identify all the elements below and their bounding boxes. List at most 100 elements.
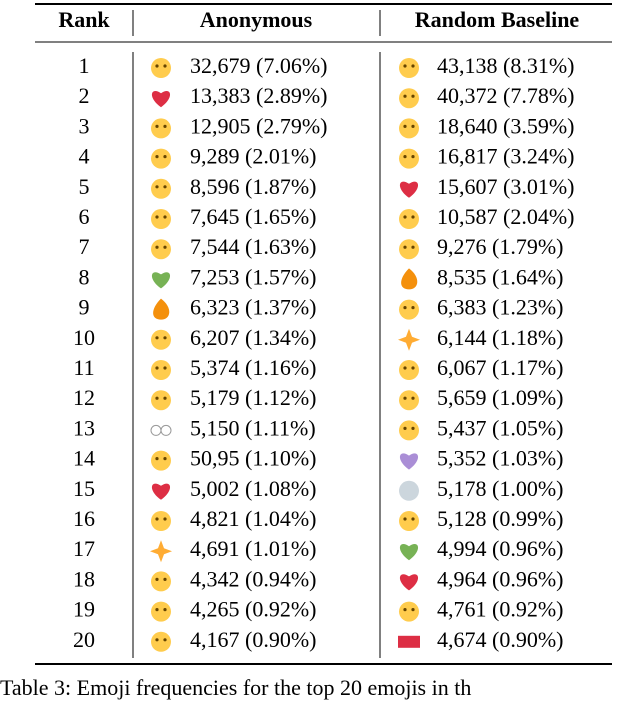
emoji-icon: [403, 64, 407, 68]
anonymous-cell: 4,167 (0.90%): [190, 627, 316, 652]
emoji-icon: [151, 631, 171, 652]
rank-cell: 10: [73, 325, 95, 350]
emoji-icon: [401, 268, 418, 290]
random-baseline-cell: 40,372 (7.78%): [437, 83, 574, 108]
anonymous-cell: 7,645 (1.65%): [190, 204, 316, 229]
random-baseline-cell: 6,383 (1.23%): [437, 295, 563, 320]
rank-cell: 12: [73, 385, 95, 410]
anonymous-cell: 32,679 (7.06%): [190, 53, 327, 78]
emoji-icon: [155, 215, 159, 219]
emoji-icon: [155, 638, 159, 642]
emoji-icon: [398, 635, 420, 648]
emoji-icon: [153, 298, 170, 320]
header-cell: Rank: [58, 7, 110, 32]
emoji-icon: [399, 209, 419, 229]
emoji-icon: [155, 517, 159, 521]
emoji-icon: [151, 209, 171, 229]
emoji-icon: [399, 148, 419, 169]
random-baseline-cell: 5,178 (1.00%): [437, 476, 563, 501]
emoji-icon: [403, 124, 407, 128]
emoji-icon: [151, 90, 171, 108]
rank-cell: 6: [79, 204, 90, 229]
anonymous-cell: 5,002 (1.08%): [190, 476, 316, 501]
emoji-icon: [155, 396, 159, 400]
emoji-icon: [411, 245, 415, 249]
anonymous-cell: 4,342 (0.94%): [190, 566, 316, 591]
emoji-icon: [151, 390, 171, 411]
emoji-icon: [399, 511, 419, 531]
rank-cell: 4: [79, 144, 90, 169]
rank-cell: 14: [73, 446, 95, 471]
anonymous-cell: 9,289 (2.01%): [190, 144, 316, 169]
anonymous-cell: 4,821 (1.04%): [190, 506, 316, 531]
random-baseline-cell: 8,535 (1.64%): [437, 264, 563, 289]
emoji-icon: [403, 608, 407, 612]
emoji-icon: [411, 306, 415, 310]
emoji-icon: [399, 420, 419, 441]
rank-cell: 16: [73, 506, 95, 531]
emoji-icon: [155, 185, 159, 189]
anonymous-cell: 7,544 (1.63%): [190, 234, 316, 259]
emoji-icon: [411, 608, 415, 612]
anonymous-cell: 13,383 (2.89%): [190, 83, 327, 108]
random-baseline-cell: 4,964 (0.96%): [437, 566, 563, 591]
random-baseline-cell: 6,067 (1.17%): [437, 355, 563, 380]
emoji-icon: [411, 94, 415, 98]
emoji-icon: [151, 239, 171, 260]
emoji-icon: [150, 540, 172, 563]
emoji-icon: [163, 336, 167, 340]
emoji-icon: [403, 366, 407, 370]
emoji-icon: [151, 483, 171, 500]
emoji-icon: [399, 299, 419, 320]
emoji-icon: [399, 480, 419, 501]
emoji-icon: [163, 457, 167, 461]
rank-cell: 20: [73, 627, 95, 652]
random-baseline-cell: 16,817 (3.24%): [437, 144, 574, 169]
anonymous-cell: 12,905 (2.79%): [190, 113, 327, 138]
emoji-icon: [399, 58, 419, 78]
emoji-icon: [403, 215, 407, 219]
emoji-icon: [399, 574, 419, 591]
emoji-icon: [411, 396, 415, 400]
rank-cell: 7: [79, 234, 90, 259]
emoji-icon: [151, 178, 171, 199]
anonymous-cell: 6,323 (1.37%): [190, 295, 316, 320]
anonymous-cell: 50,95 (1.10%): [190, 446, 316, 471]
emoji-icon: [151, 450, 171, 471]
random-baseline-cell: 5,352 (1.03%): [437, 446, 563, 471]
emoji-icon: [155, 366, 159, 370]
emoji-icon: [163, 64, 167, 68]
emoji-icon: [155, 124, 159, 128]
emoji-icon: [163, 608, 167, 612]
random-baseline-cell: 4,674 (0.90%): [437, 627, 563, 652]
emoji-icon: [151, 272, 171, 289]
emoji-icon: [403, 94, 407, 98]
header-cell: Random Baseline: [415, 7, 580, 32]
emoji-icon: [155, 155, 159, 159]
rank-cell: 2: [79, 83, 90, 108]
rank-cell: 17: [73, 536, 95, 561]
emoji-icon: [163, 124, 167, 128]
anonymous-cell: 4,265 (0.92%): [190, 597, 316, 622]
emoji-icon: [403, 155, 407, 159]
emoji-icon: [163, 155, 167, 159]
emoji-icon: [151, 58, 171, 78]
emoji-icon: [411, 366, 415, 370]
rank-cell: 3: [79, 113, 90, 138]
random-baseline-cell: 15,607 (3.01%): [437, 174, 574, 199]
emoji-icon: [399, 543, 419, 561]
emoji-icon: [155, 577, 159, 582]
anonymous-cell: 5,150 (1.11%): [190, 415, 316, 440]
emoji-icon: [399, 601, 419, 622]
emoji-icon: [163, 245, 167, 249]
emoji-icon: [163, 185, 167, 189]
emoji-icon: [403, 245, 407, 249]
emoji-icon: [150, 424, 162, 436]
rank-cell: 11: [73, 355, 94, 380]
rank-cell: 8: [79, 264, 90, 289]
emoji-icon: [163, 396, 167, 400]
emoji-icon: [151, 511, 171, 531]
random-baseline-cell: 5,128 (0.99%): [437, 506, 563, 531]
